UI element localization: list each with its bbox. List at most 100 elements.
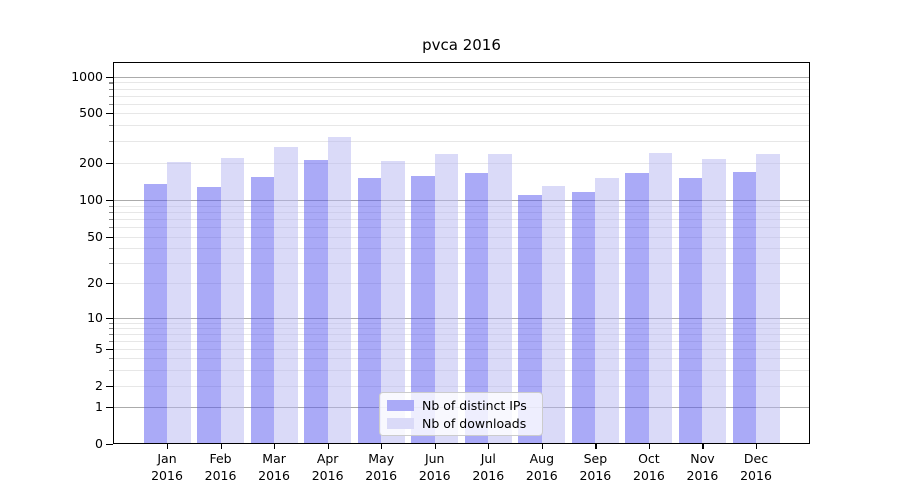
y-minor-tick-mark	[109, 358, 113, 360]
y-minor-tick-mark	[109, 211, 113, 214]
x-tick-mark	[381, 444, 383, 449]
y-minor-tick-mark	[109, 103, 113, 105]
x-tick-mark	[327, 444, 329, 449]
bar-distinct-ips-feb	[197, 186, 221, 443]
y-tick-label: 500	[79, 105, 103, 120]
x-tick-mark	[274, 444, 276, 449]
major-gridline	[114, 77, 809, 78]
bar-downloads-jan	[167, 161, 191, 443]
bar-distinct-ips-jun	[411, 175, 435, 443]
minor-gridline	[114, 205, 809, 207]
y-minor-tick-mark	[109, 125, 113, 127]
x-tick-label: Dec 2016	[740, 451, 772, 483]
x-tick-label: Oct 2016	[633, 451, 665, 483]
y-tick-mark	[106, 163, 113, 165]
bar-downloads-may	[381, 161, 405, 443]
legend: Nb of distinct IPs Nb of downloads	[379, 392, 543, 436]
y-tick-mark	[106, 386, 113, 388]
x-tick-label: Jun 2016	[418, 451, 451, 483]
y-tick-mark	[106, 407, 113, 409]
x-tick-label: Sep 2016	[579, 451, 612, 483]
major-gridline	[114, 318, 809, 319]
y-tick-mark	[106, 113, 113, 115]
x-tick-mark	[756, 444, 758, 449]
bar-downloads-jul	[488, 154, 512, 443]
x-tick-label: Nov 2016	[686, 451, 719, 483]
bar-downloads-nov	[702, 159, 726, 443]
y-tick-label: 2	[95, 378, 103, 393]
y-tick-mark	[106, 200, 113, 202]
y-minor-tick-mark	[109, 340, 113, 343]
bar-downloads-aug	[541, 185, 566, 443]
y-minor-tick-mark	[109, 262, 113, 264]
y-tick-label: 200	[79, 155, 103, 170]
y-minor-tick-mark	[109, 140, 113, 143]
legend-label: Nb of downloads	[422, 415, 527, 431]
y-tick-label: 0	[95, 436, 103, 451]
major-gridline	[114, 200, 809, 201]
y-tick-label: 20	[87, 275, 103, 290]
bar-downloads-mar	[274, 147, 298, 443]
bar-distinct-ips-may	[357, 178, 382, 443]
y-tick-label: 100	[79, 192, 103, 207]
minor-gridline	[114, 211, 809, 213]
minor-gridline	[114, 283, 809, 284]
bar-distinct-ips-sep	[571, 192, 596, 443]
x-tick-mark	[648, 444, 651, 449]
legend-item-downloads: Nb of downloads	[387, 416, 534, 431]
minor-gridline	[114, 358, 809, 359]
minor-gridline	[114, 369, 809, 371]
x-tick-label: Jul 2016	[472, 451, 505, 483]
y-tick-label: 50	[87, 229, 103, 244]
bar-distinct-ips-jul	[464, 173, 489, 443]
x-tick-label: Aug 2016	[525, 451, 558, 483]
minor-gridline	[114, 237, 809, 238]
chart-title: pvca 2016	[422, 36, 501, 54]
y-tick-mark	[106, 318, 113, 320]
minor-gridline	[114, 103, 809, 105]
y-minor-tick-mark	[109, 205, 113, 207]
y-tick-label: 1	[95, 399, 103, 414]
y-minor-tick-mark	[109, 322, 113, 324]
y-tick-label: 5	[95, 341, 103, 356]
bar-downloads-apr	[327, 137, 352, 443]
minor-gridline	[114, 248, 809, 250]
bar-distinct-ips-nov	[678, 178, 703, 443]
x-tick-mark	[595, 444, 597, 449]
x-tick-mark	[488, 444, 490, 449]
y-minor-tick-mark	[109, 95, 113, 97]
minor-gridline	[114, 140, 809, 142]
y-tick-label: 10	[87, 310, 103, 325]
x-tick-label: Apr 2016	[311, 451, 344, 483]
y-tick-mark	[106, 77, 113, 79]
bar-distinct-ips-dec	[732, 172, 756, 443]
minor-gridline	[114, 340, 809, 342]
minor-gridline	[114, 262, 809, 264]
y-tick-mark	[106, 237, 113, 239]
x-tick-mark	[434, 444, 436, 449]
bar-downloads-feb	[220, 157, 245, 443]
x-tick-mark	[220, 444, 222, 449]
x-tick-label: May 2016	[365, 451, 398, 483]
minor-gridline	[114, 349, 809, 350]
y-minor-tick-mark	[109, 82, 113, 84]
x-tick-label: Jan 2016	[151, 451, 183, 483]
minor-gridline	[114, 95, 809, 97]
y-tick-label: 1000	[71, 69, 103, 84]
minor-gridline	[114, 125, 809, 127]
plot-area	[113, 62, 810, 444]
minor-gridline	[114, 227, 809, 229]
bar-distinct-ips-jan	[143, 183, 167, 443]
bar-downloads-dec	[756, 154, 780, 443]
x-tick-mark	[702, 444, 704, 449]
bar-distinct-ips-oct	[625, 173, 649, 443]
y-minor-tick-mark	[109, 333, 113, 336]
bar-distinct-ips-aug	[518, 194, 542, 443]
bar-downloads-jun	[434, 154, 459, 443]
minor-gridline	[114, 82, 809, 84]
y-minor-tick-mark	[109, 88, 113, 90]
bar-downloads-sep	[595, 178, 619, 443]
bar-downloads-oct	[648, 153, 673, 443]
minor-gridline	[114, 219, 809, 221]
x-tick-mark	[541, 444, 543, 449]
